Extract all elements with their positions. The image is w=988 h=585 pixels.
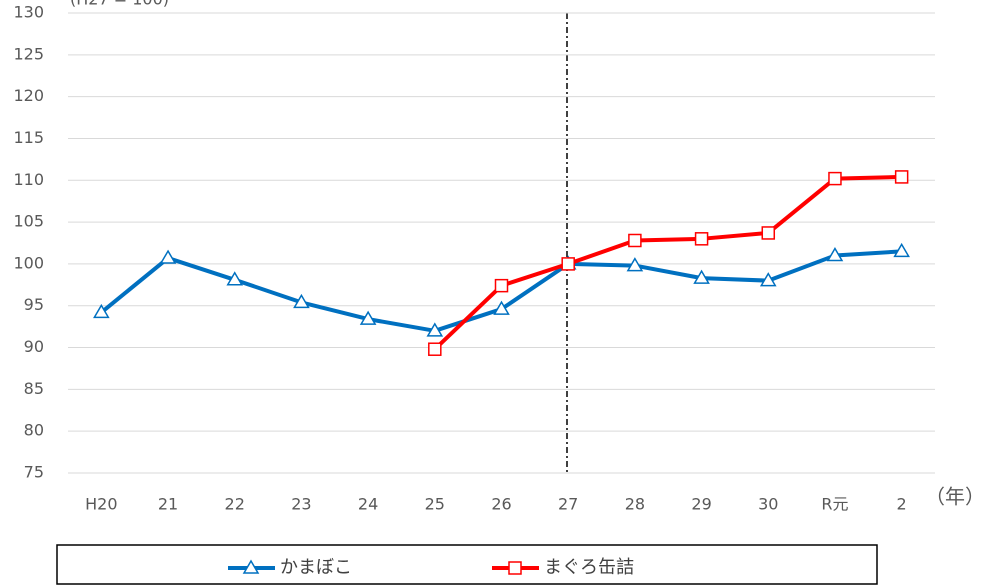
data-point bbox=[561, 257, 575, 271]
data-point bbox=[159, 249, 177, 264]
data-point bbox=[293, 293, 310, 309]
x-tick-label: 21 bbox=[158, 495, 178, 514]
legend-marker bbox=[508, 561, 522, 575]
x-tick-label: 28 bbox=[625, 495, 645, 514]
x-tick-label: R元 bbox=[821, 495, 848, 514]
data-point bbox=[226, 271, 244, 286]
data-point bbox=[626, 257, 644, 272]
legend-label: かまぼこ bbox=[280, 557, 352, 578]
y-tick-label: 100 bbox=[13, 253, 44, 272]
x-tick-label: 23 bbox=[291, 495, 311, 514]
y-tick-label: 125 bbox=[13, 44, 44, 63]
data-point bbox=[693, 269, 710, 284]
y-tick-label: 80 bbox=[24, 421, 44, 440]
data-point bbox=[828, 171, 842, 186]
y-tick-label: 85 bbox=[24, 379, 44, 398]
x-tick-label: 25 bbox=[425, 495, 445, 514]
y-axis-label: (H27 = 100) bbox=[70, 0, 169, 9]
y-tick-label: 120 bbox=[13, 86, 44, 105]
y-tick-label: 75 bbox=[24, 463, 44, 482]
x-tick-label: 30 bbox=[758, 495, 778, 514]
data-point bbox=[426, 322, 444, 337]
x-tick-label: 26 bbox=[491, 495, 511, 514]
legend-box bbox=[56, 544, 878, 585]
y-tick-label: 105 bbox=[13, 212, 44, 231]
y-tick-label: 115 bbox=[13, 128, 44, 147]
series-line bbox=[433, 174, 902, 351]
data-point bbox=[759, 272, 777, 287]
data-point bbox=[694, 232, 709, 246]
x-tick-label: 2 bbox=[897, 495, 907, 514]
x-tick-label: 24 bbox=[358, 495, 378, 514]
data-point bbox=[826, 247, 844, 262]
data-point bbox=[93, 303, 110, 319]
data-point bbox=[894, 170, 909, 184]
legend-marker bbox=[242, 559, 260, 574]
x-tick-label: 29 bbox=[691, 495, 711, 514]
y-tick-label: 90 bbox=[24, 337, 44, 356]
x-tick-label: 27 bbox=[558, 495, 578, 514]
y-tick-label: 110 bbox=[13, 170, 44, 189]
data-point bbox=[761, 226, 776, 240]
x-tick-label: H20 bbox=[85, 495, 117, 514]
y-tick-label: 95 bbox=[24, 295, 44, 314]
data-point bbox=[359, 310, 377, 325]
y-tick-label: 130 bbox=[13, 3, 44, 22]
legend-label: まぐろ缶詰 bbox=[544, 557, 634, 578]
data-point bbox=[893, 242, 910, 258]
data-point bbox=[628, 233, 642, 248]
data-point bbox=[428, 342, 442, 356]
data-point bbox=[494, 278, 509, 293]
x-axis-label: （年） bbox=[925, 485, 985, 509]
x-tick-label: 22 bbox=[225, 495, 245, 514]
data-point bbox=[493, 300, 510, 315]
